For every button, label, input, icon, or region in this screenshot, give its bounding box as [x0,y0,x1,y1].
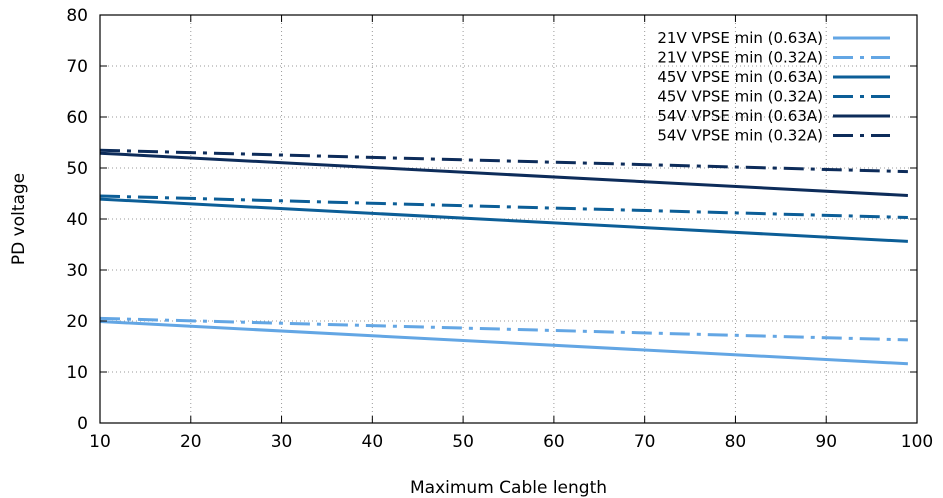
x-tick-label: 90 [815,432,837,452]
y-axis-title: PD voltage [9,173,29,265]
x-tick-label: 80 [725,432,747,452]
x-tick-label: 70 [634,432,656,452]
series-line [99,194,908,219]
legend-label: 45V VPSE min (0.63A) [657,68,823,86]
legend-label: 21V VPSE min (0.63A) [657,29,823,47]
series-line [99,151,908,197]
x-tick-label: 60 [543,432,565,452]
grid [100,15,917,423]
y-tick-label: 50 [66,159,88,179]
x-tick-label: 50 [452,432,474,452]
y-tick-label: 80 [66,6,88,26]
series-line [99,197,908,243]
y-tick-label: 70 [66,57,88,77]
series-line [99,316,908,342]
series-line [99,320,908,366]
plot-series [99,148,908,366]
y-tick-label: 60 [66,108,88,128]
x-axis-title: Maximum Cable length [410,478,607,498]
x-tick-label: 10 [89,432,111,452]
legend-label: 21V VPSE min (0.32A) [657,49,823,67]
x-tick-label: 30 [271,432,293,452]
legend-label: 54V VPSE min (0.63A) [657,107,823,125]
legend: 21V VPSE min (0.63A) 21V VPSE min (0.32A)… [657,29,890,145]
legend-label: 54V VPSE min (0.32A) [657,127,823,145]
series-line [99,148,908,174]
y-tick-label: 30 [66,261,88,281]
x-tick-label: 100 [901,432,933,452]
x-tick-label: 40 [362,432,384,452]
x-tick-label: 20 [180,432,202,452]
legend-label: 45V VPSE min (0.32A) [657,88,823,106]
y-tick-label: 20 [66,312,88,332]
y-tick-label: 0 [77,414,88,434]
y-tick-label: 10 [66,363,88,383]
y-tick-label: 40 [66,210,88,230]
